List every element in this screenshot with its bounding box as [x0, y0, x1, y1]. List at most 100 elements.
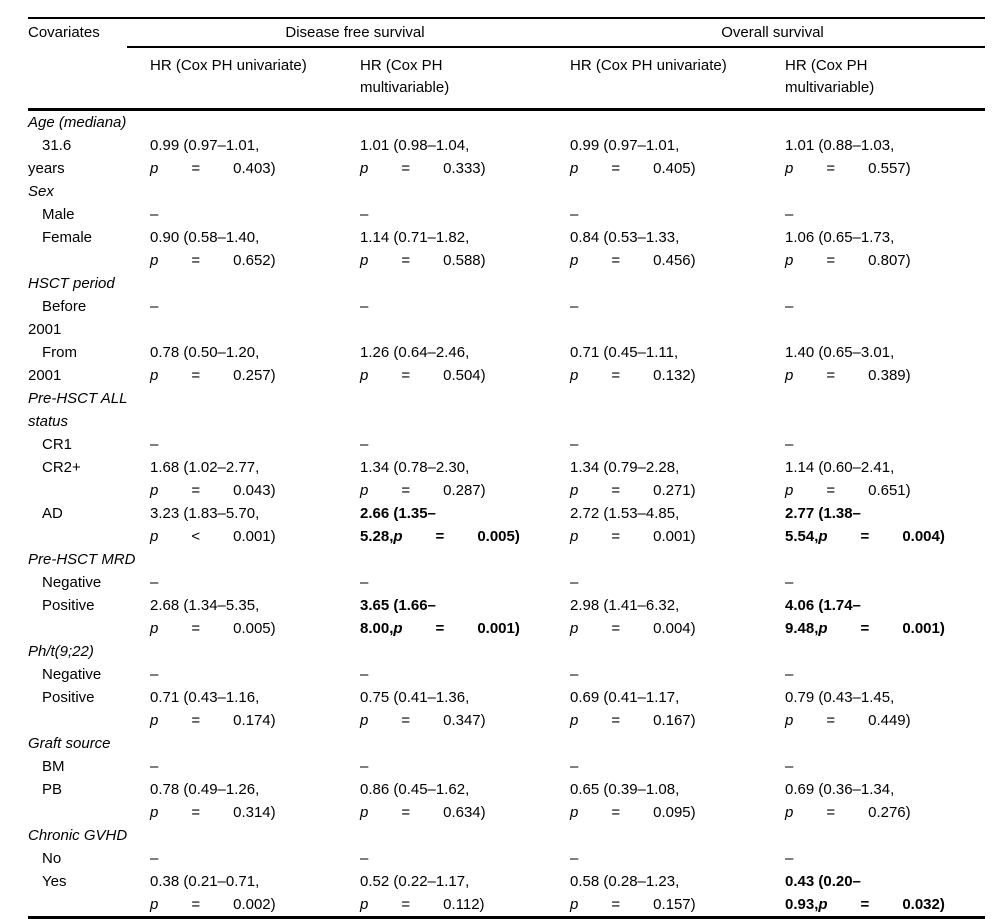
- p-symbol: p: [150, 620, 159, 637]
- hr-cell: 1.01 (0.98–1.04, p = 0.333): [360, 134, 570, 180]
- hr-estimate: 1.40 (0.65–3.01,: [785, 344, 895, 361]
- hr-cell: –: [570, 847, 785, 870]
- covariates-column-header: Covariates: [28, 24, 100, 41]
- table-row: Male – – – –: [28, 203, 985, 226]
- table-row: BM – – – –: [28, 755, 985, 778]
- covariate-label: PB: [42, 781, 63, 798]
- table-subheader-row: HR (Cox PH univariate) HR (Cox PH multiv…: [28, 48, 985, 108]
- p-value-line: p <0.001): [150, 525, 350, 548]
- hr-cell: –: [570, 433, 785, 456]
- p-relation: =: [191, 712, 201, 729]
- overall-survival-spanner: Overall survival: [721, 24, 824, 41]
- p-relation: =: [860, 896, 870, 913]
- table-row: Before 2001 – – – –: [28, 295, 985, 341]
- p-relation: =: [611, 804, 621, 821]
- p-symbol: p: [150, 804, 159, 821]
- p-symbol: p: [360, 482, 369, 499]
- hr-cell: –: [360, 433, 570, 456]
- hr-estimate: 0.71 (0.45–1.11,: [570, 344, 679, 361]
- covariate-cell: Negative: [28, 663, 150, 686]
- p-relation: =: [401, 160, 411, 177]
- covariate-label: Female: [42, 229, 93, 246]
- reference-dash: –: [570, 206, 579, 223]
- p-symbol: p: [818, 620, 828, 637]
- covariate-label: Positive: [42, 597, 95, 614]
- p-value-line: p = 0.112): [360, 893, 560, 916]
- covariate-label: Negative: [42, 666, 102, 683]
- p-symbol: p: [785, 252, 794, 269]
- p-value-line: p = 0.652): [150, 249, 350, 272]
- p-value-line: p = 0.257): [150, 364, 350, 387]
- p-value: 0.005): [477, 528, 520, 545]
- hr-cell: 0.86 (0.45–1.62, p = 0.634): [360, 778, 570, 824]
- p-value-line: p = 0.005): [150, 617, 350, 640]
- hr-cell: –: [360, 847, 570, 870]
- hr-estimate: 1.68 (1.02–2.77,: [150, 459, 260, 476]
- hr-estimate: 1.34 (0.79–2.28,: [570, 459, 680, 476]
- covariate-cell: Male: [28, 203, 150, 226]
- p-symbol: p: [393, 528, 403, 545]
- table-row: PB 0.78 (0.49–1.26, p = 0.314) 0.86 (0.45–1.6…: [28, 778, 985, 824]
- p-value: 0.807): [868, 252, 911, 269]
- reference-dash: –: [785, 666, 794, 683]
- hr-cell: 4.06 (1.74– 9.48,p = 0.001): [785, 594, 985, 640]
- p-relation: =: [401, 482, 411, 499]
- hr-cell: –: [150, 433, 360, 456]
- table-row: Negative – – – –: [28, 663, 985, 686]
- covariate-group-label: Chronic GVHD: [28, 827, 128, 844]
- hr-estimate: 0.79 (0.43–1.45,: [785, 689, 895, 706]
- hr-cell: 0.99 (0.97–1.01, p = 0.405): [570, 134, 785, 180]
- p-symbol: p: [150, 482, 159, 499]
- p-value-line: p = 0.002): [150, 893, 350, 916]
- hr-cell: 0.78 (0.50–1.20, p = 0.257): [150, 341, 360, 387]
- p-value-line: p = 0.807): [785, 249, 975, 272]
- hr-cell: 0.90 (0.58–1.40, p = 0.652): [150, 226, 360, 272]
- hr-cell: 0.69 (0.36–1.34, p = 0.276): [785, 778, 985, 824]
- covariate-label: No: [42, 850, 62, 867]
- p-relation: =: [191, 620, 201, 637]
- hr-cell: 1.34 (0.78–2.30, p = 0.287): [360, 456, 570, 502]
- p-value-line: p = 0.389): [785, 364, 975, 387]
- p-relation: =: [191, 804, 201, 821]
- p-value-line: p = 0.634): [360, 801, 560, 824]
- p-value: 0.456): [653, 252, 696, 269]
- p-value: 0.314): [233, 804, 276, 821]
- reference-dash: –: [570, 298, 579, 315]
- covariate-group-row: Sex: [28, 180, 985, 203]
- hr-cell: 2.72 (1.53–4.85, p = 0.001): [570, 502, 785, 548]
- p-value: 0.634): [443, 804, 486, 821]
- p-relation: =: [611, 252, 621, 269]
- p-symbol: p: [785, 367, 794, 384]
- p-symbol: p: [360, 712, 369, 729]
- p-value-line: p = 0.314): [150, 801, 350, 824]
- hr-estimate: 0.69 (0.36–1.34,: [785, 781, 895, 798]
- p-value: 0.001): [653, 528, 696, 545]
- p-value-line: p = 0.347): [360, 709, 560, 732]
- p-value: 0.005): [233, 620, 276, 637]
- covariate-label: CR2+: [42, 459, 81, 476]
- p-value-line: p = 0.157): [570, 893, 775, 916]
- hr-estimate: 2.98 (1.41–6.32,: [570, 597, 680, 614]
- hr-cell: –: [150, 663, 360, 686]
- p-value-line: p = 0.504): [360, 364, 560, 387]
- covariate-label-cont: years: [28, 160, 65, 177]
- covariate-cell: Female: [28, 226, 150, 272]
- hr-cell: 1.26 (0.64–2.46, p = 0.504): [360, 341, 570, 387]
- p-relation: =: [826, 252, 836, 269]
- hr-estimate: 0.78 (0.49–1.26,: [150, 781, 260, 798]
- p-value: 0.652): [233, 252, 276, 269]
- p-symbol: p: [785, 804, 794, 821]
- covariate-group-row: Ph/t(9;22): [28, 640, 985, 663]
- p-symbol: p: [360, 896, 369, 913]
- reference-dash: –: [360, 298, 369, 315]
- p-symbol: p: [150, 896, 159, 913]
- p-value: 0.403): [233, 160, 276, 177]
- hr-estimate: 0.38 (0.21–0.71,: [150, 873, 260, 890]
- p-relation: =: [611, 620, 621, 637]
- p-symbol: p: [570, 252, 579, 269]
- p-relation: =: [435, 528, 445, 545]
- covariate-group-label: HSCT period: [28, 275, 115, 292]
- hr-estimate: 0.58 (0.28–1.23,: [570, 873, 680, 890]
- p-value: 0.347): [443, 712, 486, 729]
- p-value: 0.157): [653, 896, 696, 913]
